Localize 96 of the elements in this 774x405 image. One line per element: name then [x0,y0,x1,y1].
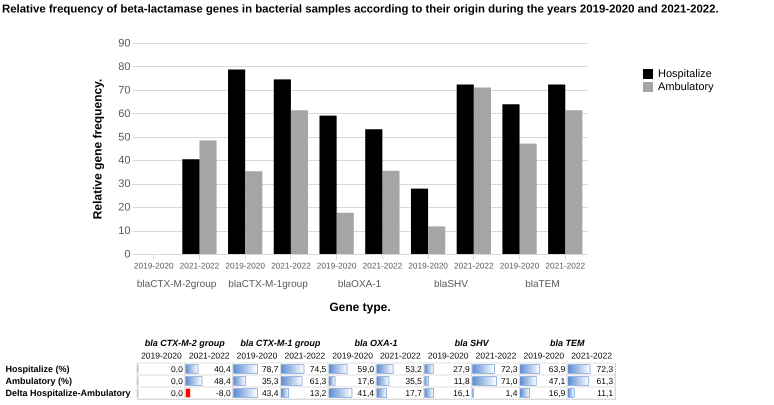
x-tick-label: 2019-2020 [428,350,469,360]
x-tick-label: 2019-2020 [332,350,374,360]
legend-label: Hospitalize [658,68,712,80]
data-label: 72,3 [500,364,518,374]
bar [428,226,446,254]
x-tick-label: 2021-2022 [284,350,326,360]
data-label: 61,3 [596,376,614,386]
y-tick-label: 0 [124,248,130,260]
bar [336,212,354,254]
data-label: 40,4 [214,364,231,374]
x-tick-label: 2021-2022 [380,350,421,360]
x-tick-label: 2021-2022 [188,350,230,360]
data-label: -8,0 [216,388,231,398]
y-axis-title: Relative gene frequency. [90,78,104,220]
x-tick-label: 2019-2020 [236,350,278,360]
text: bla TEM [550,338,585,348]
y-tick-label: Delta Hospitalize-Ambulatory [6,388,131,398]
data-label: 27,9 [453,364,470,374]
text: bla OXA-1 [354,338,398,348]
data-label: 78,7 [262,364,279,374]
bar [290,110,308,254]
x-tick-label: 2021-2022 [476,350,517,360]
x-tick-label: 2019-2020 [134,260,174,270]
y-tick-label: Ambulatory (%) [6,376,72,386]
x-tick-label: 2019-2020 [316,260,357,270]
data-label: 41,4 [358,388,374,398]
y-tick-label: Hospitalize (%) [6,364,70,374]
y-tick-label: 70 [118,84,130,96]
bar [365,129,382,254]
y-tick-label: 20 [118,202,130,214]
text: blaTEM [525,279,560,290]
y-tick-label: 60 [118,108,130,120]
bar [319,116,337,254]
data-label: 71,0 [500,376,518,386]
data-label: 61,3 [310,376,327,386]
data-label: 0,0 [171,376,184,386]
text: bla CTX-M-2 group [144,338,226,348]
bar [228,69,246,254]
text: blaCTX-M-2group [136,279,217,290]
bar [565,110,582,254]
data-label: 13,2 [310,388,327,398]
y-tick-label: 40 [118,154,130,167]
bar [245,171,262,254]
data-label: 35,5 [405,376,422,386]
text: blaCTX-M-1group [228,279,308,290]
y-tick-label: 10 [118,225,130,238]
x-axis-title: Gene type. [329,300,391,314]
data-label: 11,8 [454,376,470,386]
data-label: 16,9 [548,388,566,398]
x-tick-label: 2019-2020 [500,260,540,270]
data-label: 17,7 [405,388,422,398]
data-label: 59,0 [358,364,374,374]
x-tick-label: 2019-2020 [225,260,266,270]
data-label: 0,0 [171,388,184,398]
x-tick-label: 2019-2020 [408,260,448,270]
bar [410,188,428,254]
data-label: 53,2 [405,364,422,374]
data-label: 1,4 [506,388,518,398]
y-tick-label: 80 [118,60,130,73]
text: blaOXA-1 [338,279,382,290]
chart-title: Relative frequency of beta-lactamase genes in bacterial samples according to their origin during the years 2019-2020 and 2021-2022. [2,4,719,16]
y-tick-label: 30 [118,178,130,190]
data-label: 17,6 [358,376,374,386]
x-tick-label: 2019-2020 [523,350,564,360]
bar [502,104,520,254]
y-tick-label: 90 [118,38,130,50]
text: blaSHV [434,279,468,290]
x-tick-label: 2021-2022 [362,260,403,270]
bar [548,84,566,254]
bar [199,140,217,254]
bar [274,79,291,254]
x-tick-label: 2019-2020 [141,350,182,360]
data-label: 47,1 [548,376,566,386]
data-label: 48,4 [214,376,231,386]
data-label: 72,3 [596,364,614,374]
data-label: 43,4 [262,388,279,398]
y-tick-label: 50 [118,131,130,144]
x-tick-label: 2021-2022 [271,260,312,270]
data-label: 11,1 [597,388,614,398]
data-label: 35,3 [262,376,279,386]
data-label: 0,0 [171,364,184,374]
bar [474,88,491,254]
bar [456,84,474,254]
data-label: 63,9 [548,364,566,374]
x-tick-label: 2021-2022 [454,260,494,270]
text: bla CTX-M-1 group [240,338,321,348]
text: bla SHV [454,338,490,348]
x-tick-label: 2021-2022 [571,350,612,360]
data-label: 16,1 [453,388,470,398]
data-label: 74,5 [310,364,327,374]
x-tick-label: 2021-2022 [180,260,220,270]
legend-label: Ambulatory [658,81,714,93]
bar [520,144,537,254]
bar [382,170,400,254]
x-tick-label: 2021-2022 [545,260,586,270]
bar [182,159,200,254]
